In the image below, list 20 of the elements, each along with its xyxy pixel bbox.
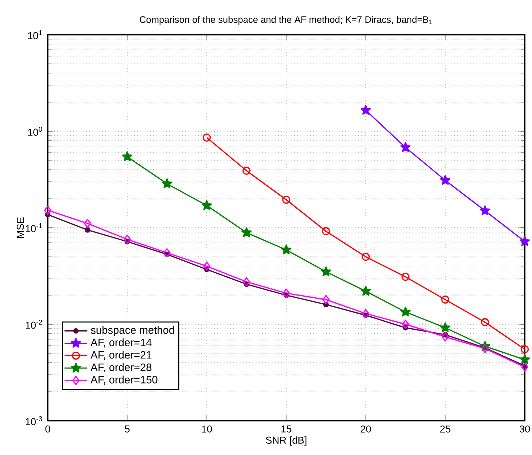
y-tick-label: 10$^{-3}$ bbox=[26, 416, 42, 426]
legend-label: AF, order=14 bbox=[90, 338, 152, 348]
x-tick-label: 25 bbox=[440, 426, 451, 433]
x-axis-title: SNR [dB] bbox=[266, 436, 307, 446]
y-tick-label: 10$^{1}$ bbox=[28, 30, 42, 40]
x-tick-label: 20 bbox=[360, 426, 372, 433]
x-tick-label: 5 bbox=[125, 426, 130, 433]
legend-label: AF, order=21 bbox=[90, 351, 152, 360]
y-tick-label: 10$^{-1}$ bbox=[26, 224, 42, 232]
x-tick-label: 15 bbox=[282, 426, 292, 433]
chart-title: Comparison of the subspace and the AF method; K=7 Diracs, band=B$_{1}$ bbox=[140, 16, 432, 25]
legend-label: subspace method bbox=[91, 326, 174, 336]
x-tick-label: 30 bbox=[520, 426, 530, 433]
x-tick-label: 0 bbox=[46, 426, 50, 433]
y-tick-label: 10$^{0}$ bbox=[28, 126, 42, 136]
y-axis-title: MSE bbox=[17, 218, 24, 238]
x-tick-label: 10 bbox=[202, 426, 212, 433]
legend-label: AF, order=28 bbox=[90, 363, 152, 373]
legend-label: AF, order=150 bbox=[90, 376, 158, 385]
y-tick-label: 10$^{-2}$ bbox=[26, 320, 42, 330]
